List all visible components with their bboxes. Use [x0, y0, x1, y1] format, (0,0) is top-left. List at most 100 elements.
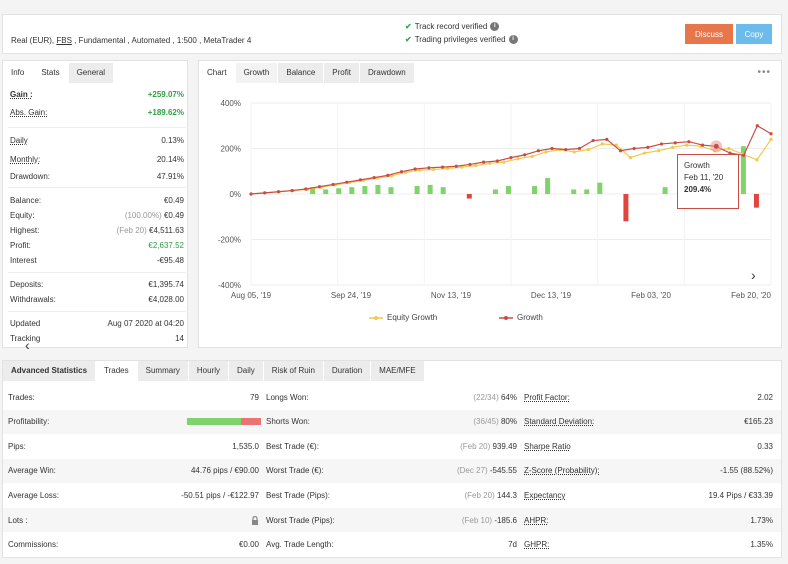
growth-point	[687, 140, 691, 144]
adv-tabs: Advanced Statistics Trades Summary Hourl…	[3, 361, 425, 381]
equity-growth-point	[418, 168, 422, 172]
info-icon[interactable]: i	[490, 22, 500, 32]
stat-value: -50.51 pips / -€122.97	[181, 490, 259, 500]
growth-point	[769, 132, 773, 136]
profit-bar	[571, 189, 577, 194]
stat-label[interactable]: AHPR:	[524, 515, 549, 525]
abs-gain-row: Abs. Gain: +189.62%	[10, 108, 184, 117]
y-tick-label: 0%	[229, 190, 241, 199]
stat-label[interactable]: Expectancy	[524, 490, 566, 500]
chevron-left-icon[interactable]: ‹	[25, 337, 30, 353]
x-tick-label: Dec 13, '19	[531, 291, 572, 300]
gain-row: Gain : +259.07%	[10, 90, 184, 99]
discuss-button[interactable]: Discuss	[685, 24, 733, 44]
tab-drawdown[interactable]: Drawdown	[359, 63, 415, 83]
stat-label[interactable]: Z-Score (Probability):	[524, 466, 600, 476]
table-row: Lots : Worst Trade (Pips): (Feb 10) -185.6…	[3, 508, 781, 532]
tab-hourly[interactable]: Hourly	[188, 361, 229, 381]
growth-point	[659, 142, 664, 146]
stat-value: 1.35%	[750, 540, 773, 550]
monthly-row: Monthly: 20.14%	[10, 155, 184, 164]
profit-bar	[505, 186, 511, 194]
stat-value: 2.02	[757, 392, 773, 402]
legend-equity-growth[interactable]: Equity Growth	[369, 313, 437, 322]
stat-value: -1.55 (88.52%)	[720, 466, 773, 476]
table-row: Trades: 79 Longs Won: (22/34) 64% Profit Fac…	[3, 385, 781, 409]
growth-point	[413, 167, 417, 171]
growth-point	[290, 188, 294, 193]
stat-label[interactable]: Standard Deviation:	[524, 417, 595, 427]
more-menu-icon[interactable]: •••	[757, 67, 771, 78]
info-icon[interactable]: i	[508, 35, 518, 45]
growth-point	[249, 192, 253, 196]
stat-label[interactable]: GHPR:	[524, 540, 550, 550]
info-tabs: Info Stats General	[3, 63, 115, 83]
stat-label: Average Loss:	[8, 490, 59, 500]
stat-label[interactable]: Profit Factor:	[524, 392, 570, 402]
equity-growth-point	[600, 142, 604, 146]
tab-risk-of-ruin[interactable]: Risk of Ruin	[263, 361, 324, 381]
trading-privileges-verified: ✔ Trading privileges verified i	[405, 35, 518, 45]
growth-point	[646, 145, 650, 149]
stat-label: Lots :	[8, 515, 28, 525]
growth-point	[331, 182, 335, 187]
growth-point	[372, 176, 376, 180]
equity-growth-point	[586, 148, 590, 152]
stat-label: Shorts Won:	[266, 417, 310, 427]
growth-point	[618, 149, 623, 153]
stat-value: 939.49	[492, 441, 517, 451]
account-header: Real (EUR), FBS , Fundamental , Automate…	[2, 14, 782, 54]
growth-point	[304, 187, 308, 191]
y-tick-label: -200%	[218, 236, 241, 245]
tab-mae-mfe[interactable]: MAE/MFE	[371, 361, 425, 381]
growth-point	[550, 146, 554, 151]
legend-growth[interactable]: Growth	[499, 313, 543, 322]
growth-point	[427, 166, 431, 170]
equity-growth-point	[502, 160, 506, 164]
growth-point	[728, 151, 732, 155]
tab-advanced-statistics[interactable]: Advanced Statistics	[3, 361, 97, 381]
growth-point	[345, 180, 349, 184]
highest-row: Highest: (Feb 20) €4,511.63	[10, 226, 184, 235]
profit-bar	[662, 187, 668, 194]
growth-point	[263, 191, 267, 195]
tab-trades[interactable]: Trades	[96, 361, 138, 381]
stat-label[interactable]: Sharpe Ratio	[524, 441, 571, 451]
table-row: Average Loss: -50.51 pips / -€122.97 Best …	[3, 483, 781, 507]
tab-balance[interactable]: Balance	[278, 63, 325, 83]
profit-bar	[440, 187, 446, 194]
broker-link[interactable]: FBS	[56, 36, 72, 45]
growth-point	[454, 164, 458, 168]
copy-button[interactable]: Copy	[736, 24, 772, 44]
profit-bar	[532, 186, 538, 194]
stat-value: -545.55	[489, 466, 517, 476]
table-row: Pips: 1,535.0 Best Trade (€): (Feb 20) 939.…	[3, 434, 781, 458]
profit-bar	[388, 187, 394, 194]
stat-label: Worst Trade (Pips):	[266, 515, 335, 525]
growth-point	[536, 149, 540, 153]
stat-label: Average Win:	[8, 466, 56, 476]
profit-bar	[336, 188, 342, 194]
growth-point	[440, 165, 445, 169]
stat-label: Best Trade (Pips):	[266, 490, 331, 500]
lock-icon	[251, 515, 259, 525]
tab-general[interactable]: General	[68, 63, 115, 83]
tab-summary[interactable]: Summary	[137, 361, 189, 381]
tab-growth[interactable]: Growth	[235, 63, 279, 83]
growth-point	[564, 148, 568, 152]
stat-label: Worst Trade (€):	[266, 466, 324, 476]
chart-tooltip: Growth Feb 11, '20 209.4%	[677, 154, 739, 209]
chevron-right-icon[interactable]: ›	[751, 267, 756, 283]
tab-daily[interactable]: Daily	[229, 361, 264, 381]
table-row: Commissions: €0.00 Avg. Trade Length: 7d GH…	[3, 533, 781, 557]
tab-profit[interactable]: Profit	[324, 63, 360, 83]
profit-bar	[492, 189, 498, 194]
profit-bar	[323, 189, 329, 194]
deposits-row: Deposits: €1,395.74	[10, 280, 184, 289]
equity-growth-point	[544, 150, 548, 154]
tab-stats[interactable]: Stats	[33, 63, 69, 83]
tab-duration[interactable]: Duration	[323, 361, 372, 381]
tab-chart[interactable]: Chart	[199, 63, 236, 83]
tab-info[interactable]: Info	[3, 63, 34, 83]
equity-growth-point	[460, 165, 464, 169]
